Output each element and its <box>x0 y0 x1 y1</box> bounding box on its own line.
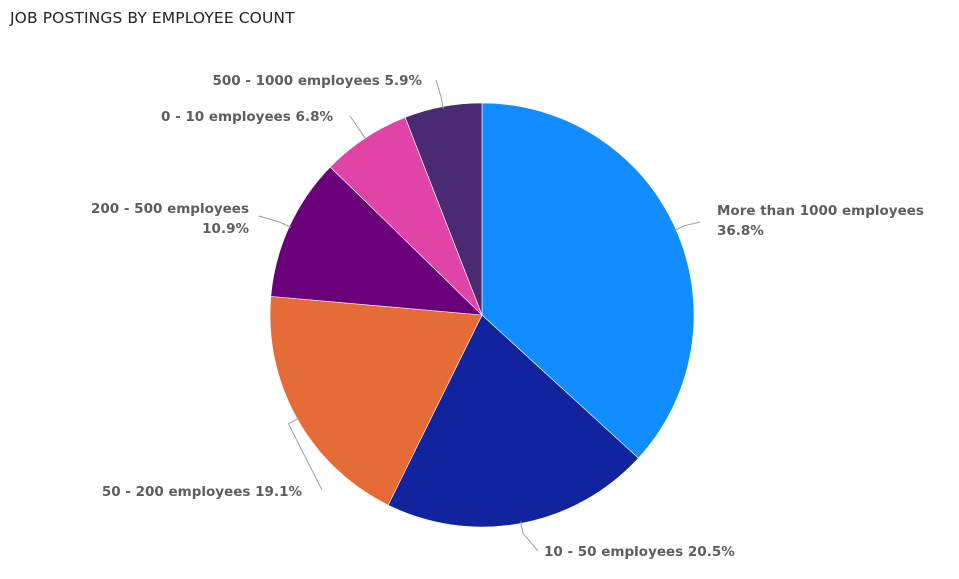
slice-label-0-10-employees: 0 - 10 employees 6.8% <box>161 109 333 125</box>
pie-slices <box>269 102 695 528</box>
slice-label-name-500-1000-employees: 500 - 1000 employees <box>212 73 379 89</box>
slice-label-percent-10-50-employees: 20.5% <box>683 544 735 560</box>
leader-line-500-1000-employees <box>435 79 444 109</box>
leader-line-200-500-employees <box>258 215 292 228</box>
slice-label-name-10-50-employees: 10 - 50 employees <box>544 544 683 560</box>
slice-label-percent-0-10-employees: 6.8% <box>291 109 334 125</box>
leader-line-0-10-employees <box>349 115 367 141</box>
slice-labels: More than 1000 employees 36.8% 10 - 50 emp… <box>91 73 924 560</box>
slice-label-percent-200-500-employees: 10.9% <box>202 221 249 237</box>
leader-line-50-200-employees <box>287 417 323 491</box>
slice-label-10-50-employees: 10 - 50 employees 20.5% <box>544 544 735 560</box>
slice-label-percent-more-than-1000-employees: 36.8% <box>717 223 764 239</box>
leader-line-more-than-1000-employees <box>673 221 701 231</box>
chart-title: JOB POSTINGS BY EMPLOYEE COUNT <box>10 9 295 27</box>
slice-label-percent-50-200-employees: 19.1% <box>250 484 302 500</box>
slice-label-name-0-10-employees: 0 - 10 employees <box>161 109 291 125</box>
slice-label-percent-500-1000-employees: 5.9% <box>380 73 423 89</box>
slice-label-name-more-than-1000-employees: More than 1000 employees <box>717 203 924 219</box>
slice-label-500-1000-employees: 500 - 1000 employees 5.9% <box>212 73 422 89</box>
slice-label-50-200-employees: 50 - 200 employees 19.1% <box>102 484 303 500</box>
leader-lines <box>258 79 701 552</box>
slice-label-name-200-500-employees: 200 - 500 employees <box>91 201 249 217</box>
slice-label-name-50-200-employees: 50 - 200 employees <box>102 484 251 500</box>
leader-line-10-50-employees <box>520 521 539 552</box>
